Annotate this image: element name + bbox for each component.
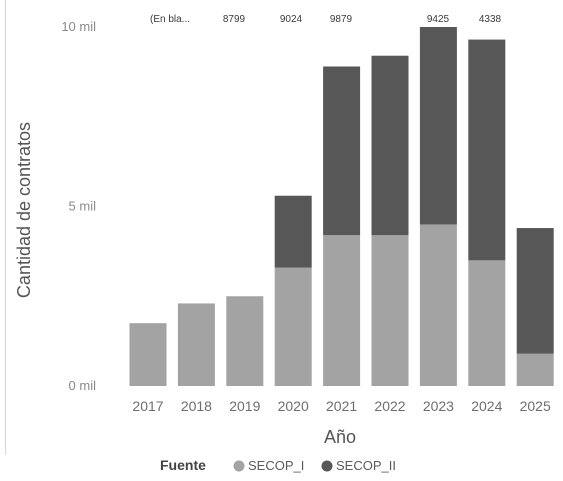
bar-secop-ii-2024 bbox=[468, 39, 506, 261]
bar-secop-ii-2023 bbox=[419, 27, 457, 225]
data-label: 9024 bbox=[280, 14, 303, 25]
legend: Fuente SECOP_I SECOP_II bbox=[160, 457, 396, 473]
bar-secop-i-2017 bbox=[129, 323, 167, 386]
x-tick-label: 2020 bbox=[278, 398, 309, 414]
bar-secop-ii-2020 bbox=[274, 195, 312, 268]
legend-item-secop-ii[interactable]: SECOP_II bbox=[321, 458, 396, 473]
x-tick-label: 2021 bbox=[326, 398, 357, 414]
bars bbox=[129, 27, 554, 386]
bar-secop-i-2024 bbox=[468, 260, 506, 386]
y-tick-label: 5 mil bbox=[69, 199, 97, 214]
legend-item-secop-i[interactable]: SECOP_I bbox=[233, 458, 305, 473]
data-label: 9879 bbox=[330, 14, 353, 25]
bar-secop-ii-2021 bbox=[323, 66, 361, 236]
legend-swatch bbox=[321, 460, 333, 472]
bar-secop-i-2018 bbox=[177, 303, 215, 386]
data-label: (En bla... bbox=[150, 14, 190, 25]
x-tick-label: 2023 bbox=[423, 398, 454, 414]
x-tick-label: 2025 bbox=[520, 398, 551, 414]
bar-secop-i-2025 bbox=[516, 353, 554, 386]
bar-secop-ii-2022 bbox=[371, 55, 409, 236]
data-label: 9425 bbox=[427, 14, 450, 25]
legend-label: SECOP_II bbox=[336, 458, 396, 473]
bar-secop-i-2020 bbox=[274, 267, 312, 386]
y-tick-label: 10 mil bbox=[61, 19, 96, 34]
y-axis-ticks: 0 mil 5 mil 10 mil bbox=[61, 19, 96, 393]
data-label: 4338 bbox=[479, 14, 502, 25]
legend-title: Fuente bbox=[160, 457, 206, 473]
data-label: 8799 bbox=[223, 14, 246, 25]
bar-secop-i-2019 bbox=[226, 296, 264, 386]
x-tick-label: 2022 bbox=[374, 398, 405, 414]
x-tick-label: 2019 bbox=[229, 398, 260, 414]
legend-swatch bbox=[233, 460, 245, 472]
x-tick-label: 2018 bbox=[181, 398, 212, 414]
y-axis-title: Cantidad de contratos bbox=[14, 122, 34, 298]
x-tick-label: 2024 bbox=[471, 398, 502, 414]
bar-secop-i-2023 bbox=[419, 224, 457, 386]
bar-secop-ii-2025 bbox=[516, 228, 554, 354]
x-tick-label: 2017 bbox=[132, 398, 163, 414]
legend-label: SECOP_I bbox=[248, 458, 304, 473]
bar-secop-i-2022 bbox=[371, 235, 409, 386]
x-axis-title: Año bbox=[324, 427, 356, 447]
x-axis-tick-labels: 2017 2018 2019 2020 2021 2022 2023 2024 2025 bbox=[132, 398, 551, 414]
y-tick-label: 0 mil bbox=[69, 378, 97, 393]
legend-items: SECOP_I SECOP_II bbox=[233, 458, 396, 473]
data-labels: (En bla... 8799 9024 9879 9425 4338 bbox=[150, 14, 502, 25]
bar-secop-i-2021 bbox=[323, 235, 361, 386]
